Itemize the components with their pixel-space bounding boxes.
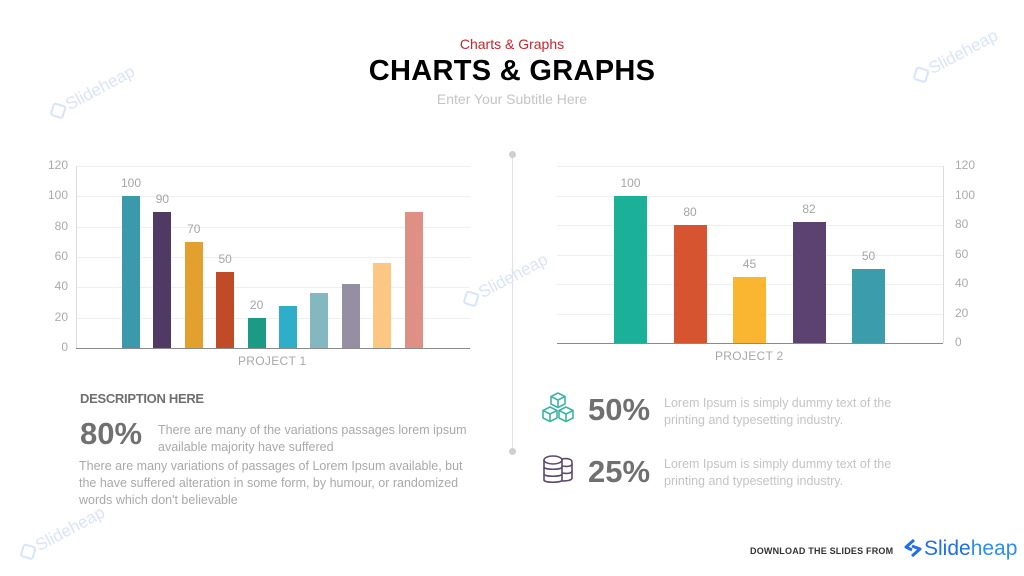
y-tick-label: 80 <box>955 217 969 231</box>
y-tick-label: 40 <box>955 276 969 290</box>
y-tick-label: 0 <box>955 335 962 349</box>
stat-percent: 50% <box>588 392 651 427</box>
divider-dot-top <box>509 151 516 158</box>
x-axis-line <box>76 348 470 349</box>
bar-value-label: 80 <box>683 205 697 219</box>
y-tick-label: 20 <box>54 309 68 324</box>
bar <box>122 196 140 348</box>
bar-value-label: 90 <box>155 191 170 206</box>
bar <box>341 284 360 348</box>
gridline <box>76 317 470 319</box>
bar <box>184 241 203 348</box>
bar <box>373 263 392 348</box>
description-body-text: There are many variations of passages of… <box>79 459 463 507</box>
gridline <box>76 196 470 198</box>
bar <box>614 195 647 343</box>
bar-value-label: 100 <box>120 176 142 191</box>
x-axis-title: PROJECT 1 <box>238 354 307 368</box>
bar-value-label: 70 <box>187 221 201 236</box>
y-tick-label: 20 <box>955 305 969 320</box>
y-tick-label: 120 <box>47 158 68 172</box>
bar-value-label: 50 <box>861 249 876 264</box>
page-subtitle: Enter Your Subtitle Here <box>436 91 588 107</box>
bar <box>153 211 172 348</box>
bar <box>852 269 885 343</box>
gridline <box>76 166 470 167</box>
bar <box>247 317 266 348</box>
description-lead-text: There are many of the variations passage… <box>158 423 467 454</box>
y-tick-label: 100 <box>955 187 976 202</box>
watermark: Slideheap <box>17 503 108 564</box>
y-axis-line <box>943 166 944 343</box>
stat-text: Lorem Ipsum is simply dummy text of the … <box>664 396 892 427</box>
bar-value-label: 50 <box>218 252 232 267</box>
stat-percent: 25% <box>588 454 651 489</box>
y-tick-label: 80 <box>54 218 68 233</box>
page-kicker: Charts & Graphs <box>459 36 565 52</box>
slideheap-logo-icon <box>19 542 37 561</box>
bar <box>216 272 235 348</box>
x-axis-title: PROJECT 2 <box>715 349 784 363</box>
gridline <box>557 195 943 197</box>
description-big-percent: 80% <box>80 416 143 451</box>
y-tick-label: 60 <box>54 249 68 263</box>
gridline <box>557 166 943 167</box>
gridline <box>557 225 943 226</box>
stat-text: Lorem Ipsum is simply dummy text of the … <box>664 457 892 488</box>
project-1-bar-chart: 0 20 40 60 80 100 120 100 90 70 50 20 PROJECT 1 <box>0 0 512 380</box>
y-tick-label: 40 <box>54 279 68 294</box>
stat-item <box>540 390 576 431</box>
footer-brand-link[interactable]: Slideheap <box>902 537 1017 561</box>
bar <box>673 225 707 343</box>
y-axis-line <box>76 166 77 348</box>
x-axis-line <box>557 343 943 344</box>
bar <box>404 211 423 348</box>
page-title: CHARTS & GRAPHS <box>368 55 656 87</box>
y-tick-label: 100 <box>47 188 68 203</box>
bar-value-label: 20 <box>249 297 264 312</box>
gridline <box>76 287 470 289</box>
bar <box>310 293 329 348</box>
project-2-bar-chart: 0 20 40 60 80 100 120 100 80 45 82 50 PROJECT 2 <box>512 0 1024 380</box>
y-tick-label: 120 <box>955 158 976 172</box>
center-divider <box>512 154 513 452</box>
gridline <box>76 257 470 258</box>
description-heading: DESCRIPTION HERE <box>80 391 204 406</box>
footer-download-text: DOWNLOAD THE SLIDES FROM <box>750 546 894 556</box>
slideheap-logo-icon <box>904 538 922 558</box>
bar-value-label: 82 <box>802 202 816 217</box>
bar <box>792 222 826 343</box>
stat-item <box>540 452 576 493</box>
cubes-icon <box>542 392 574 423</box>
bar <box>733 276 766 343</box>
database-icon <box>543 455 573 484</box>
y-tick-label: 0 <box>61 340 68 354</box>
gridline <box>557 254 943 256</box>
bar-value-label: 100 <box>620 175 641 190</box>
gridline <box>76 226 470 228</box>
bar-value-label: 45 <box>742 256 757 271</box>
bar <box>279 305 297 348</box>
y-tick-label: 60 <box>955 246 969 261</box>
divider-dot-bottom <box>509 448 516 455</box>
